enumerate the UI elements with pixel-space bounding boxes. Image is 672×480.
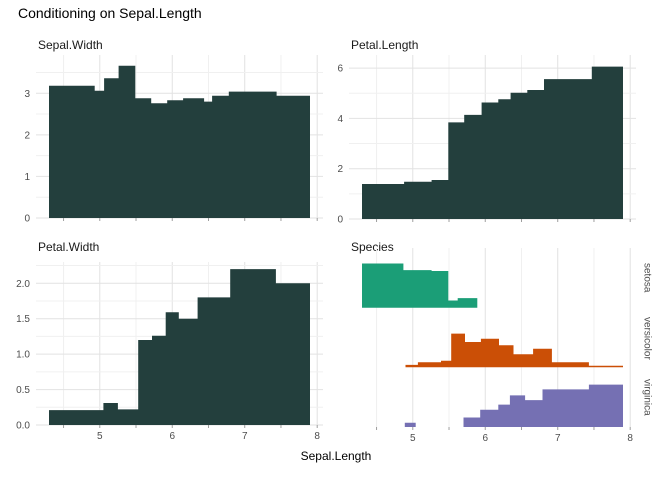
bars-species-versicolor <box>405 333 623 368</box>
x-tick-label: 6 <box>482 433 488 444</box>
y-tick-label: 0.5 <box>16 385 30 396</box>
y-tick-label: 2.0 <box>16 279 30 290</box>
x-tick-label: 5 <box>410 433 416 444</box>
y-tick-label: 0 <box>337 215 343 226</box>
x-tick-label: 7 <box>242 431 248 442</box>
strip-label-versicolor: versicolor <box>641 316 653 360</box>
x-tick-label: 8 <box>627 433 633 444</box>
x-axis-title: Sepal.Length <box>300 449 372 463</box>
x-tick-label: 7 <box>555 433 561 444</box>
y-tick-label: 0 <box>24 214 30 225</box>
y-tick-label: 3 <box>24 89 30 100</box>
facet-title-petal-length: Petal.Length <box>351 38 419 52</box>
x-tick-label: 5 <box>97 431 103 442</box>
bars-petal-width <box>49 269 310 425</box>
bars-sepal-width <box>49 65 310 218</box>
y-tick-label: 1 <box>24 172 30 183</box>
x-tick-label: 8 <box>314 431 320 442</box>
facet-title-petal-width: Petal.Width <box>38 240 100 254</box>
chart-title: Conditioning on Sepal.Length <box>18 5 202 21</box>
strip-label-virginica: virginica <box>641 378 653 416</box>
strip-label-setosa: setosa <box>641 263 653 293</box>
y-tick-label: 1.5 <box>16 314 30 325</box>
y-tick-label: 0.0 <box>16 421 30 432</box>
bars-species-virginica <box>404 384 623 427</box>
y-tick-label: 2 <box>337 164 343 175</box>
y-tick-label: 1.0 <box>16 350 30 361</box>
bars-petal-length <box>362 66 623 219</box>
bars-species-setosa <box>362 263 478 308</box>
facet-title-sepal-width: Sepal.Width <box>38 38 103 52</box>
x-tick-label: 6 <box>169 431 175 442</box>
facet-title-species: Species <box>351 240 394 254</box>
y-tick-label: 2 <box>24 130 30 141</box>
y-tick-label: 6 <box>337 64 343 75</box>
y-tick-label: 4 <box>337 114 343 125</box>
